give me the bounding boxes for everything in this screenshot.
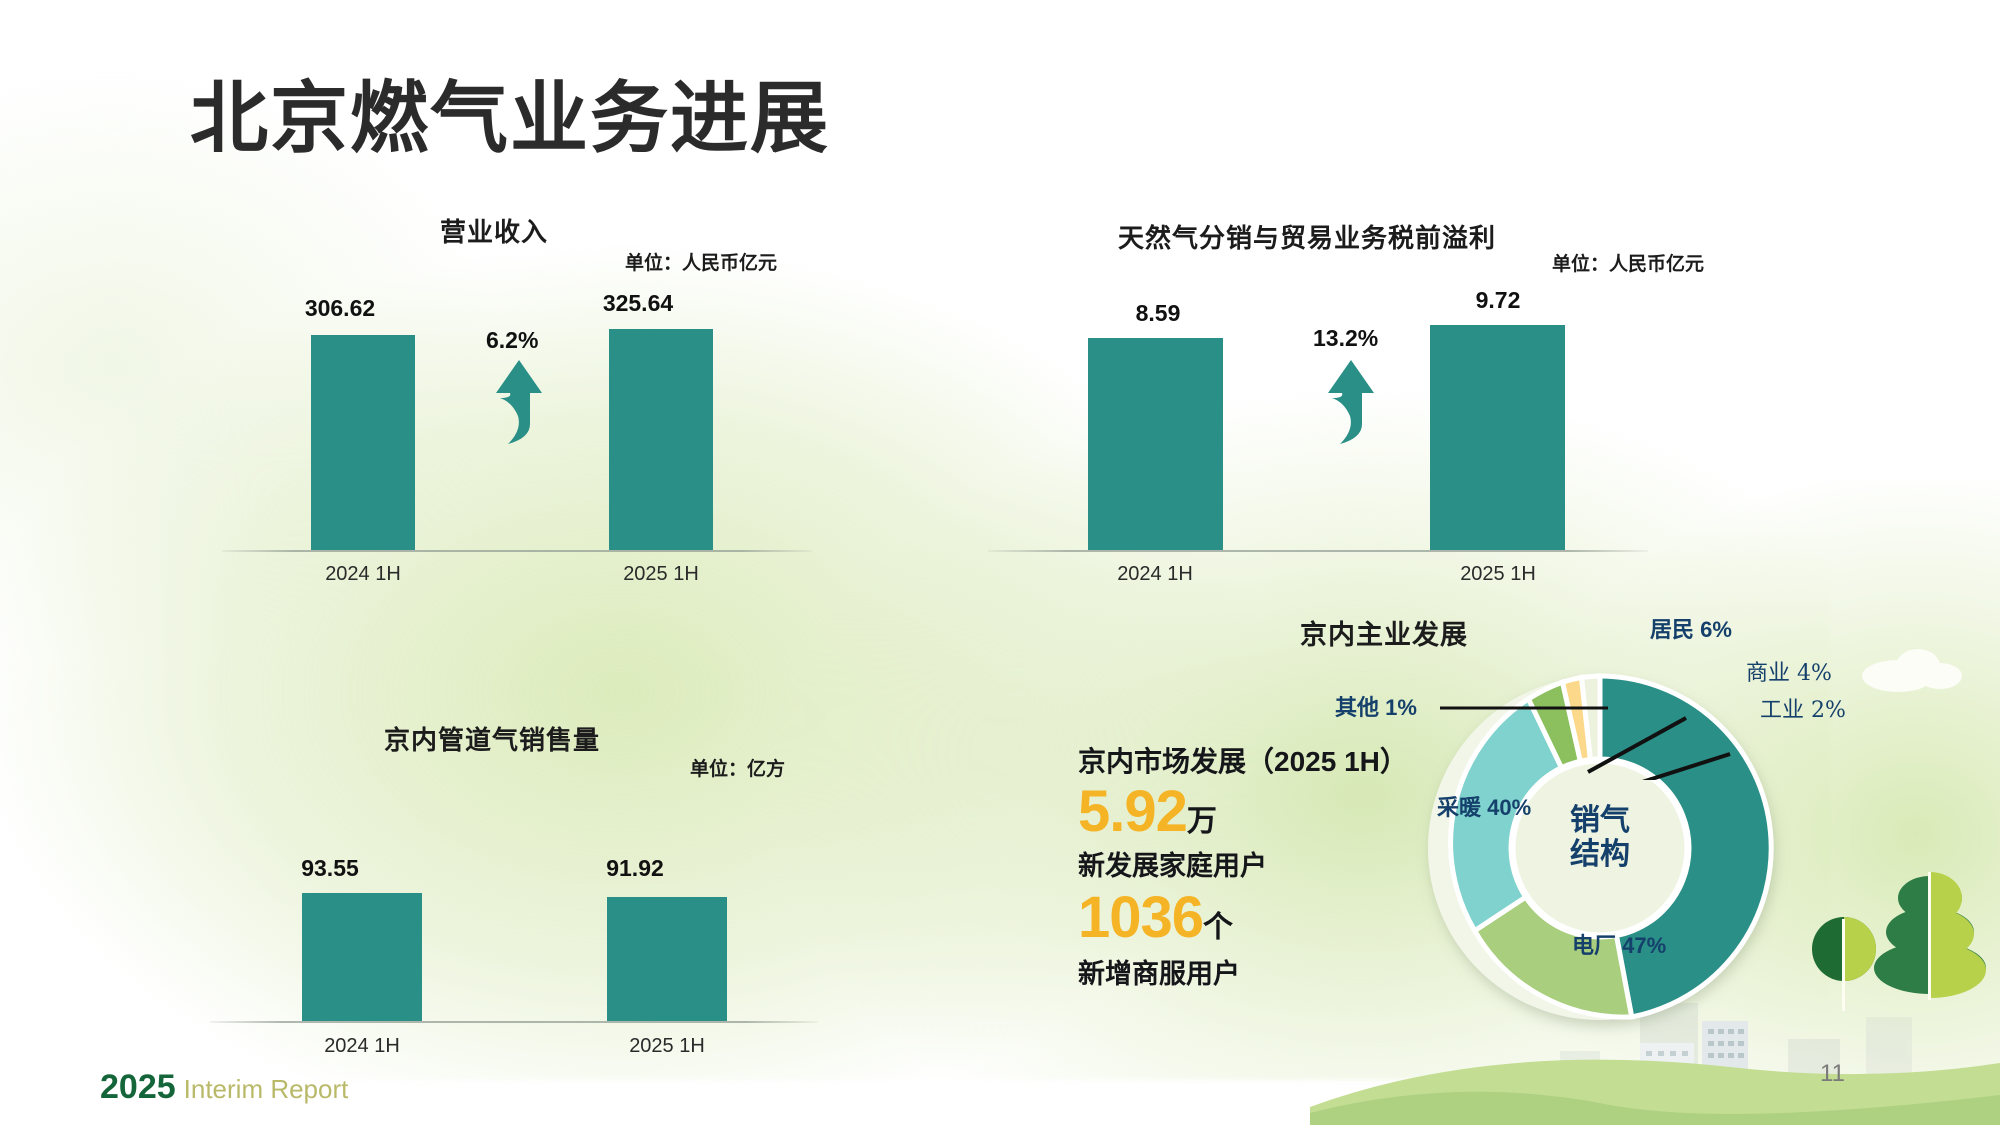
bar-2025[interactable] [607,897,727,1021]
bar-value-2024: 8.59 [1135,300,1181,326]
pie-label-other: 其他 1% [1335,695,1417,720]
bar-2024[interactable] [311,335,415,550]
chart-pretax-axis [988,550,1648,552]
donut-center-label: 销气 结构 [1518,804,1682,871]
chart-revenue-unit: 单位：人民币亿元 [625,253,778,274]
stat-value-commercial: 1036个 [1078,884,1233,951]
category-label-2025: 2025 1H [623,563,699,585]
footer-logo: 2025 Interim Report [100,1068,348,1107]
category-label-2025: 2025 1H [629,1035,705,1057]
chart-revenue-axis [222,550,812,552]
bar-value-2024: 93.55 [301,855,359,881]
pie-label-residential: 居民 6% [1650,617,1732,642]
bar-value-2024: 306.62 [304,295,376,321]
main-business-section-title: 京内主业发展 [1300,620,1468,650]
stat-number: 5.92 [1078,779,1188,844]
bar-2024[interactable] [302,893,422,1021]
page-number: 11 [1820,1060,1845,1087]
bar-value-2025: 9.72 [1475,287,1521,313]
donut-callout-lines [1440,706,1731,780]
chart-pipeline-unit: 单位：亿方 [690,759,786,780]
category-label-2024: 2024 1H [324,1035,400,1057]
tree-small-icon [1812,917,1876,1011]
growth-label: 13.2% [1313,325,1379,351]
donut-center-line1: 销气 [1570,804,1630,837]
bar-value-2025: 91.92 [606,855,664,881]
stat-unit: 万 [1186,805,1217,838]
chart-pretax-title: 天然气分销与贸易业务税前溢利 [1118,223,1497,253]
growth-arrow-up-icon [496,360,542,444]
bar-2025[interactable] [609,329,713,550]
donut-svg [1428,673,1774,1020]
page-title: 北京燃气业务进展 [190,74,831,164]
tree-large-icon [1874,872,1986,1000]
footer-year: 2025 [100,1068,176,1106]
chart-pipeline-axis [210,1021,818,1023]
bar-2024[interactable] [1088,338,1223,550]
decorative-landscape [1310,1003,2000,1125]
pie-label-powerplant: 电厂 47% [1572,933,1667,958]
sales-structure-donut-chart: 销气 结构 [1400,648,1800,1048]
category-label-2024: 2024 1H [1117,563,1193,585]
growth-arrow-up-icon [1328,360,1374,444]
pie-label-heating: 采暖 40% [1437,795,1532,820]
donut-center-line2: 结构 [1570,837,1630,871]
category-label-2025: 2025 1H [1460,563,1536,585]
stat-label-households: 新发展家庭用户 [1078,851,1267,881]
chart-revenue-title: 营业收入 [440,217,549,247]
stat-number: 1036 [1078,885,1204,950]
pie-label-industrial: 工业 2% [1760,698,1846,723]
chart-pretax-unit: 单位：人民币亿元 [1552,254,1705,275]
stat-label-commercial: 新增商服用户 [1078,959,1240,989]
bar-2025[interactable] [1430,325,1565,550]
chart-pipeline-title: 京内管道气销售量 [384,725,601,755]
pie-label-commercial: 商业 4% [1746,661,1832,686]
footer-label: Interim Report [183,1074,349,1104]
bar-value-2025: 325.64 [602,290,674,316]
cloud-icon [1862,649,1962,692]
category-label-2024: 2024 1H [325,563,401,585]
stat-value-households: 5.92万 [1078,778,1217,845]
growth-label: 6.2% [486,327,539,353]
stats-heading: 京内市场发展（2025 1H） [1078,746,1408,777]
stat-unit: 个 [1203,911,1233,944]
